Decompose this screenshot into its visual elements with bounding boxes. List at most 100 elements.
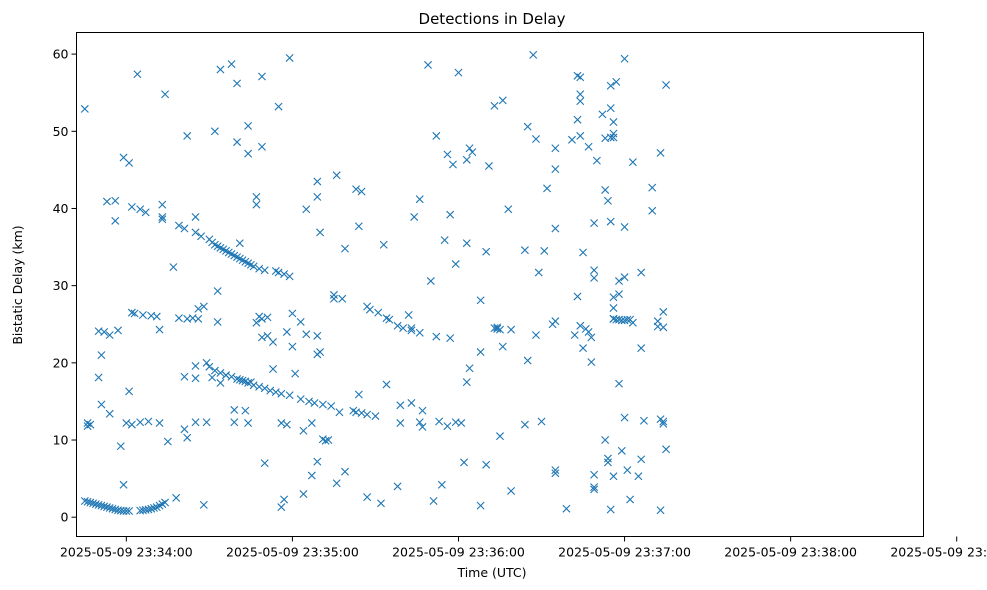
data-point [257,142,266,151]
data-point [615,277,624,286]
data-point [302,205,311,214]
data-point [465,144,474,153]
data-point [216,378,225,387]
x-tick-label: 2025-05-09 23:36:00 [392,545,525,560]
data-point [620,223,629,231]
data-point [144,417,153,426]
data-point [307,471,316,480]
data-point [606,505,615,514]
data-point [435,417,444,426]
data-point [257,72,266,81]
data-point [321,436,330,445]
data-point [592,156,601,165]
data-point [221,371,230,380]
data-point [363,410,372,419]
data-point [603,458,612,467]
data-point [213,287,222,296]
data-point [396,419,405,428]
data-point [205,362,214,371]
data-point [476,296,485,305]
data-point [590,483,599,492]
data-point [313,331,322,340]
data-point [399,324,408,333]
data-point [174,221,183,230]
data-point [285,272,294,281]
data-point [601,436,610,445]
data-point [269,365,278,374]
data-point [255,382,264,391]
data-point [244,121,253,130]
data-point [255,264,264,273]
data-point [127,202,136,211]
data-point [111,196,120,205]
data-point [163,437,172,446]
data-point [462,239,471,248]
data-point [260,384,269,393]
data-point [89,499,98,508]
data-point [210,127,219,136]
data-point [174,314,183,323]
data-point [534,268,543,277]
data-point [637,455,646,464]
data-point [213,317,222,326]
data-point [202,418,211,427]
data-point [457,419,466,428]
data-point [114,326,123,335]
data-point [637,268,646,277]
data-point [482,247,491,256]
data-point [235,375,244,384]
data-point [199,500,208,509]
data-point [305,397,313,406]
data-point [288,342,297,351]
data-point [216,65,225,74]
data-point [100,327,109,336]
data-point [462,155,471,164]
data-point [119,480,128,489]
data-point [498,96,507,105]
data-point [329,294,338,303]
data-point [191,418,200,427]
data-point [484,162,493,171]
data-point [180,224,189,233]
data-point [285,53,294,62]
data-point [659,307,668,316]
x-axis-label: Time (UTC) [456,565,526,580]
data-point [172,493,181,502]
data-point [122,507,131,516]
data-point [587,333,596,342]
data-point [628,158,637,167]
data-point [424,60,433,69]
data-point [97,400,106,409]
data-point [191,361,200,370]
data-point [551,144,560,153]
data-point [105,331,114,340]
data-point [161,498,170,507]
data-point [460,458,469,467]
data-point [496,432,504,441]
data-point [609,133,618,142]
data-point [615,379,624,388]
data-point [127,308,136,317]
x-tick-label: 2025-05-09 23:35:00 [226,545,359,560]
data-point [252,318,261,327]
data-point [288,309,297,318]
data-point [609,129,618,138]
data-point [125,507,134,516]
data-point [122,419,131,428]
data-point [482,460,491,469]
data-point [94,373,103,382]
data-point [216,368,225,377]
data-point [277,389,286,398]
data-point [626,495,635,504]
data-point [454,68,463,77]
data-point [147,504,156,513]
data-point [197,232,206,241]
data-point [393,321,402,330]
data-point [468,148,477,157]
data-point [584,327,593,336]
data-point [227,60,236,69]
data-point [606,133,615,142]
data-marks [80,50,671,516]
data-point [543,184,552,193]
data-point [125,158,134,167]
